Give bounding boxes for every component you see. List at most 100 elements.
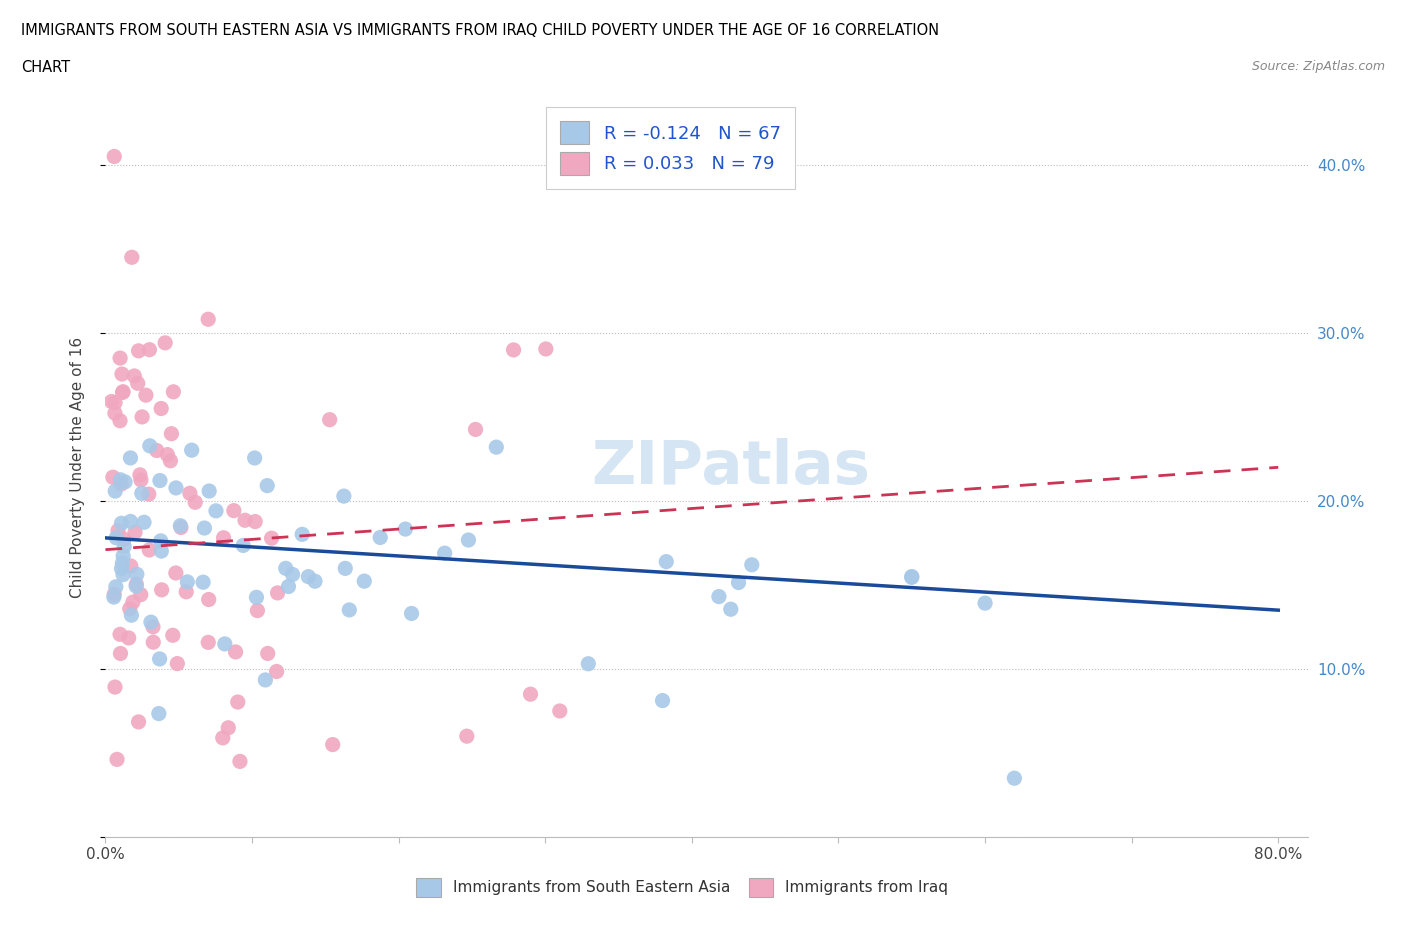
Point — [150, 401, 173, 416]
Point — [160, 426, 183, 441]
Point — [180, 443, 202, 458]
Point — [110, 472, 132, 487]
Point — [266, 664, 288, 679]
Point — [104, 579, 127, 594]
Point — [318, 412, 340, 427]
Point — [127, 376, 149, 391]
Point — [576, 657, 599, 671]
Point — [900, 569, 922, 584]
Point — [138, 542, 160, 557]
Point — [103, 587, 125, 602]
Point — [222, 503, 245, 518]
Point — [166, 657, 188, 671]
Point — [121, 594, 143, 609]
Point — [112, 567, 135, 582]
Point — [246, 604, 269, 618]
Point — [104, 395, 127, 410]
Point — [433, 546, 456, 561]
Point — [368, 530, 391, 545]
Point — [214, 636, 236, 651]
Point — [198, 484, 221, 498]
Point — [165, 565, 187, 580]
Point — [651, 693, 673, 708]
Point — [243, 450, 266, 465]
Point — [101, 470, 124, 485]
Point — [197, 592, 219, 607]
Point — [103, 590, 125, 604]
Point — [197, 635, 219, 650]
Point — [118, 631, 141, 645]
Point — [337, 603, 360, 618]
Point — [217, 721, 239, 736]
Point — [900, 570, 922, 585]
Point — [243, 514, 266, 529]
Point — [211, 730, 233, 745]
Point — [125, 567, 148, 582]
Point — [548, 703, 571, 718]
Point — [655, 554, 678, 569]
Point — [304, 574, 326, 589]
Point — [245, 590, 267, 604]
Point — [150, 582, 173, 597]
Point — [120, 559, 142, 574]
Point — [112, 532, 135, 547]
Point — [534, 341, 557, 356]
Point — [256, 478, 278, 493]
Point — [394, 522, 416, 537]
Point — [401, 606, 423, 621]
Point — [112, 549, 135, 564]
Point — [193, 521, 215, 536]
Point — [707, 589, 730, 604]
Point — [110, 516, 132, 531]
Point — [260, 531, 283, 546]
Point — [502, 342, 524, 357]
Point — [456, 729, 478, 744]
Point — [132, 515, 155, 530]
Point — [111, 366, 134, 381]
Point — [974, 596, 997, 611]
Point — [159, 453, 181, 468]
Point — [108, 413, 131, 428]
Point — [174, 584, 197, 599]
Point — [104, 484, 127, 498]
Point — [128, 343, 150, 358]
Point — [333, 488, 356, 503]
Point — [129, 468, 152, 483]
Point — [165, 481, 187, 496]
Point — [128, 714, 150, 729]
Text: Source: ZipAtlas.com: Source: ZipAtlas.com — [1251, 60, 1385, 73]
Point — [131, 409, 153, 424]
Point — [162, 384, 184, 399]
Point — [485, 440, 508, 455]
Point — [120, 514, 142, 529]
Text: CHART: CHART — [21, 60, 70, 75]
Point — [464, 422, 486, 437]
Point — [162, 628, 184, 643]
Point — [254, 672, 277, 687]
Point — [110, 561, 132, 576]
Point — [108, 351, 131, 365]
Point — [291, 527, 314, 542]
Point — [111, 385, 134, 400]
Point — [212, 530, 235, 545]
Point — [125, 577, 148, 591]
Point — [277, 579, 299, 594]
Point — [110, 646, 132, 661]
Point — [125, 578, 148, 593]
Text: ZIPatlas: ZIPatlas — [591, 438, 870, 497]
Point — [124, 525, 146, 539]
Point — [229, 754, 252, 769]
Point — [256, 646, 278, 661]
Point — [232, 538, 254, 552]
Point — [110, 476, 132, 491]
Point — [135, 388, 157, 403]
Point — [148, 706, 170, 721]
Point — [353, 574, 375, 589]
Y-axis label: Child Poverty Under the Age of 16: Child Poverty Under the Age of 16 — [70, 337, 84, 598]
Point — [104, 680, 127, 695]
Legend: Immigrants from South Eastern Asia, Immigrants from Iraq: Immigrants from South Eastern Asia, Immi… — [411, 871, 955, 903]
Point — [727, 575, 749, 590]
Point — [457, 533, 479, 548]
Point — [184, 495, 207, 510]
Point — [156, 447, 179, 462]
